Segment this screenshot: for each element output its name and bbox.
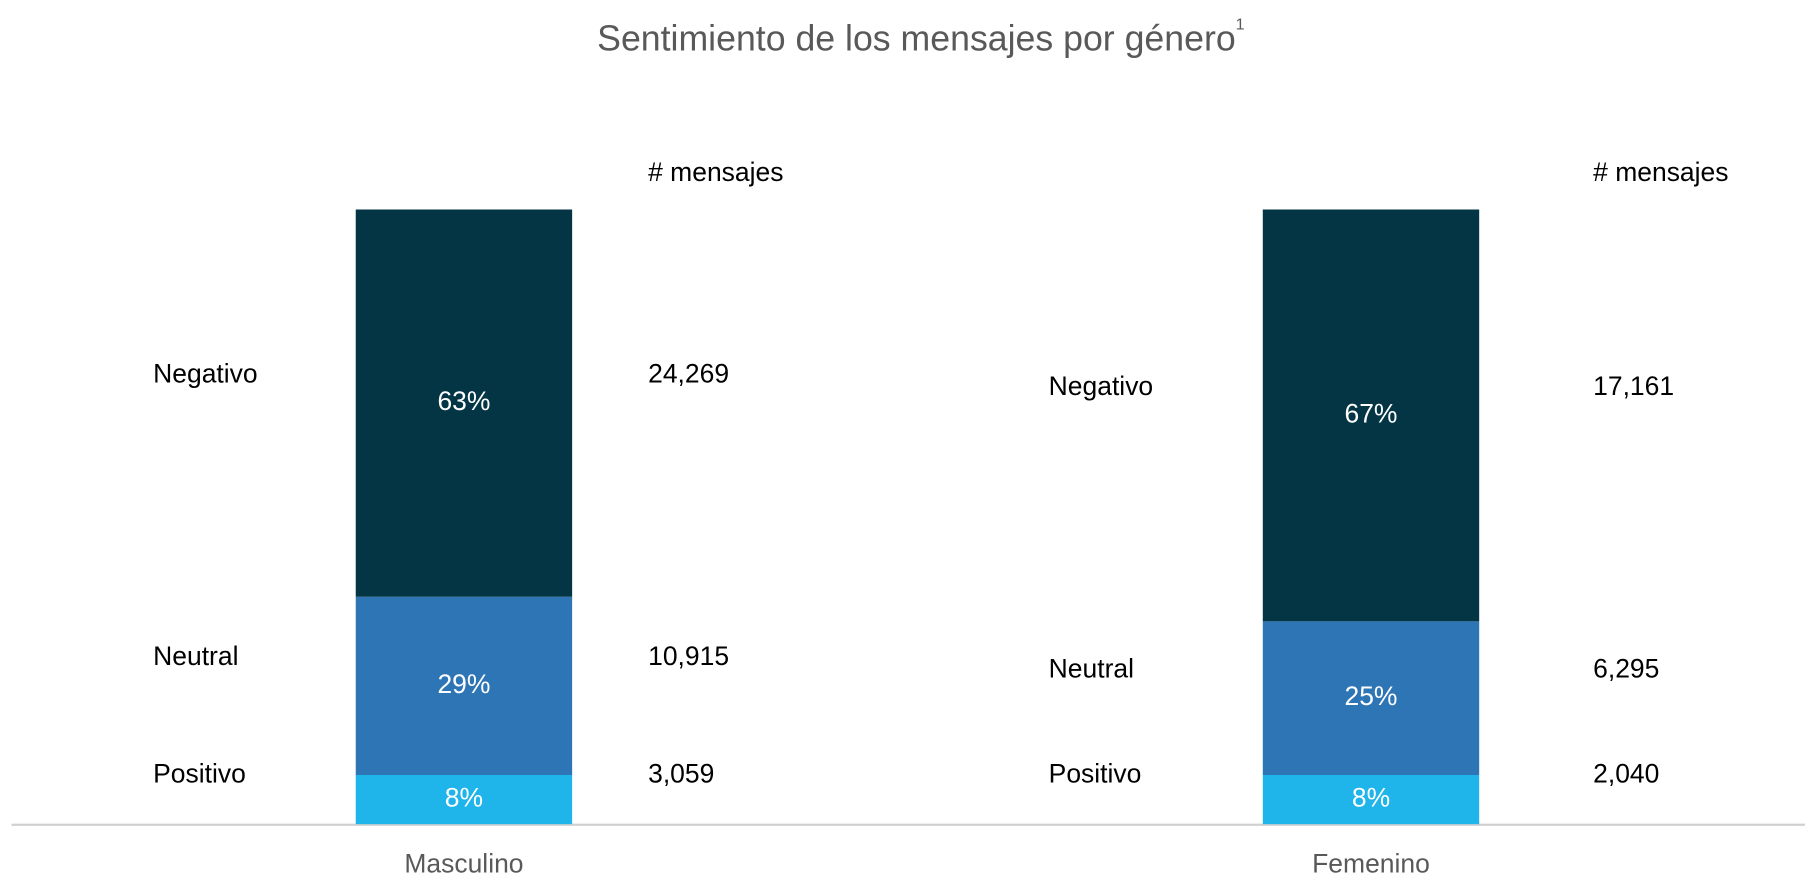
chart-title: Sentimiento de los mensajes por género1 [597,16,1245,59]
bar-segment [1262,621,1480,775]
bar-segment [1262,209,1480,622]
data-label: 8% [445,783,483,813]
title-footnote: 1 [1236,16,1245,34]
count-header: # mensajes [648,157,783,187]
count-label: 10,915 [648,641,729,671]
bar-segment [355,596,573,775]
data-label: 25% [1344,681,1397,711]
x-tick-label: Femenino [1312,849,1430,879]
bar-segment [355,774,573,825]
series-label: Neutral [153,641,238,671]
bar-segment [1262,774,1480,825]
series-label: Negativo [153,358,257,388]
x-tick-label: Masculino [404,849,523,879]
series-label: Positivo [153,758,246,788]
count-label: 2,040 [1593,758,1659,788]
data-label: 63% [437,386,490,416]
data-label: 8% [1352,783,1390,813]
bar-segment [355,209,573,597]
count-label: 17,161 [1593,371,1674,401]
series-label: Positivo [1049,758,1142,788]
count-label: 6,295 [1593,654,1659,684]
data-label: 67% [1344,398,1397,428]
count-label: 3,059 [648,758,714,788]
series-label: Negativo [1049,371,1153,401]
series-label: Neutral [1049,654,1134,684]
count-header: # mensajes [1593,157,1728,187]
count-label: 24,269 [648,358,729,388]
data-label: 29% [437,669,490,699]
title-text: Sentimiento de los mensajes por género [597,19,1236,59]
